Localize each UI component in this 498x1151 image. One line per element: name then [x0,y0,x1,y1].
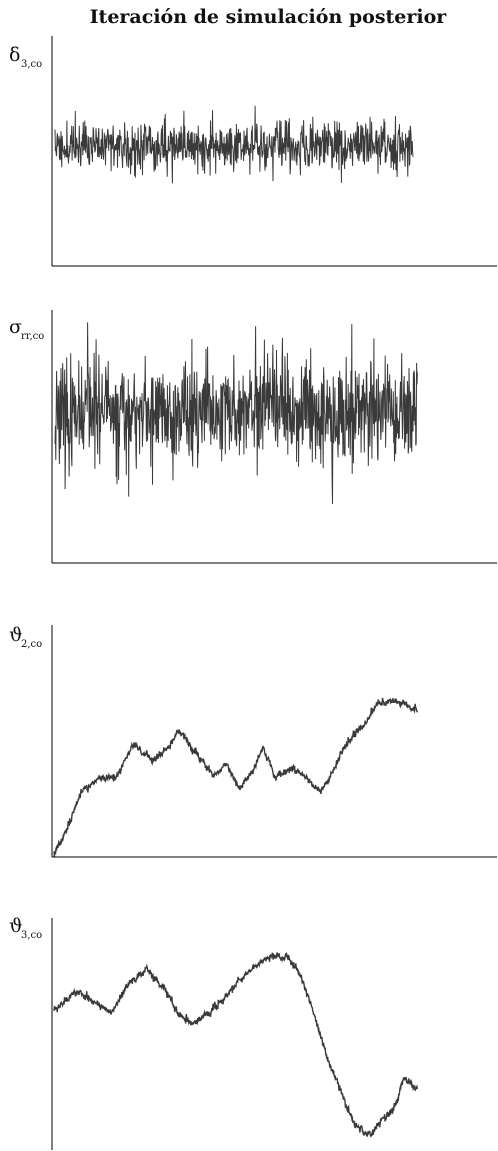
y-axis-subscript: 3,co [21,59,42,70]
y-axis-symbol: σ [9,316,22,338]
y-axis-subscript: rr,co [21,331,44,342]
y-axis-symbol: ϑ [9,915,23,937]
trace-line [54,322,418,504]
y-axis-subscript: 3,co [21,930,42,941]
figure-title: Iteración de simulación posterior [90,6,448,28]
y-axis-symbol: δ [9,44,20,66]
trace-line [53,952,418,1138]
trace-line [53,697,418,857]
panel-delta-3-co: δ 3,co [9,36,497,267]
panel-vartheta-2-co: ϑ 2,co [9,624,497,858]
panel-sigma-rr-co: σ rr,co [9,310,497,564]
y-axis-symbol: ϑ [9,624,23,646]
y-axis-subscript: 2,co [21,639,42,650]
panel-vartheta-3-co: ϑ 3,co [9,915,418,1150]
trace-line [54,105,414,184]
